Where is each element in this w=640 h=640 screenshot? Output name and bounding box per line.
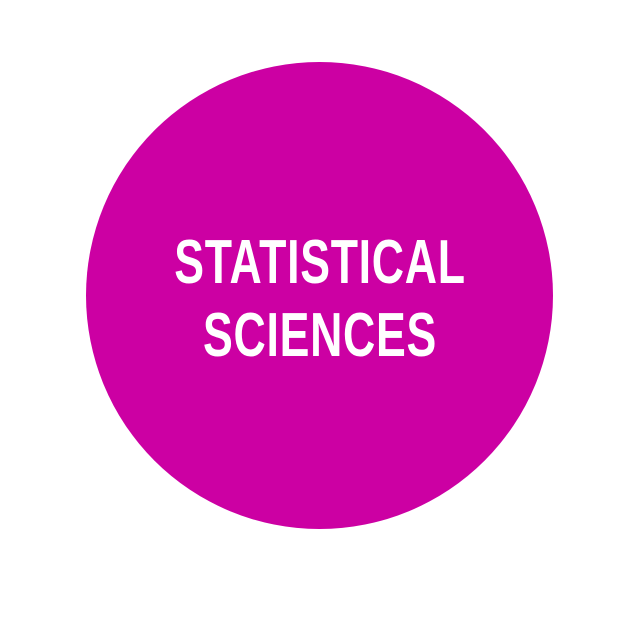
magenta-circle	[86, 62, 553, 529]
badge-title-line-2: SCIENCES	[203, 301, 437, 370]
badge-title-line-1: STATISTICAL	[174, 228, 466, 297]
